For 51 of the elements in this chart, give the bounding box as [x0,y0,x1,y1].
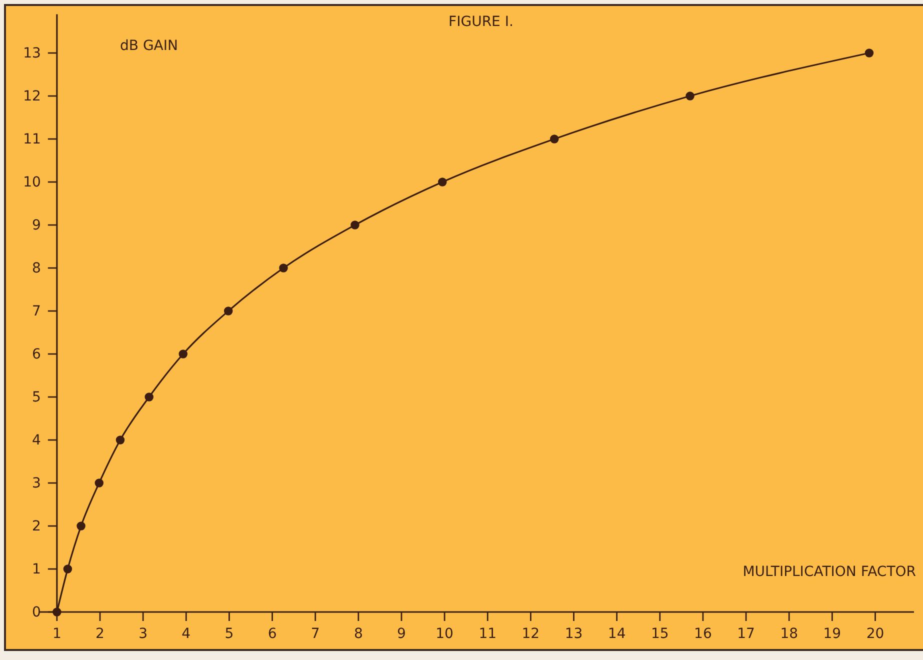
x-tick-label: 14 [608,626,626,642]
x-tick-label: 8 [354,626,363,642]
x-tick-label: 9 [397,626,406,642]
x-tick-label: 3 [138,626,148,642]
x-tick-label: 16 [694,626,712,642]
x-tick-label: 10 [436,626,454,642]
x-tick-label: 2 [96,626,104,642]
y-tick-label: 11 [23,131,41,148]
x-tick-label: 13 [564,626,583,642]
x-tick-label: 7 [310,626,320,642]
point [116,436,125,444]
chart-title: FIGURE I. [448,14,514,30]
x-tick-label: 1 [52,626,62,642]
y-tick-label: 2 [32,518,41,534]
x-tick-label: 11 [478,626,497,642]
y-tick-label: 0 [32,604,41,620]
y-tick-label: 6 [32,346,42,362]
point [52,608,62,616]
x-tick-label: 15 [650,626,669,642]
point [279,264,288,272]
x-tick-label: 4 [182,626,191,642]
point [63,564,72,574]
y-tick-label: 5 [32,389,41,406]
y-axis-title: dB GAIN [120,38,178,54]
point [178,350,188,358]
y-tick-label: 9 [32,217,41,234]
y-tick-label: 13 [23,45,41,62]
point [144,392,154,402]
point [94,478,104,488]
y-tick-label: 4 [32,432,42,448]
x-tick-label: 12 [522,626,540,642]
x-tick-label: 20 [866,626,884,642]
point [350,220,360,230]
y-tick-label: 10 [23,174,41,190]
point [224,306,233,316]
point [686,92,694,100]
y-tick-label: 1 [32,561,41,578]
x-tick-label: 18 [780,626,798,642]
point [550,134,559,144]
x-tick-label: 19 [823,626,842,642]
y-tick-label: 12 [23,88,41,104]
x-axis-title: MULTIPLICATION FACTOR [742,564,916,580]
point [76,522,86,530]
x-tick-label: 6 [268,626,277,642]
x-tick-label: 17 [737,626,755,642]
y-tick-label: 3 [32,475,41,492]
y-tick-label: 8 [32,260,41,276]
point [438,178,447,186]
point [864,48,874,58]
y-tick-label: 7 [32,303,41,320]
x-tick-label: 5 [224,626,234,642]
